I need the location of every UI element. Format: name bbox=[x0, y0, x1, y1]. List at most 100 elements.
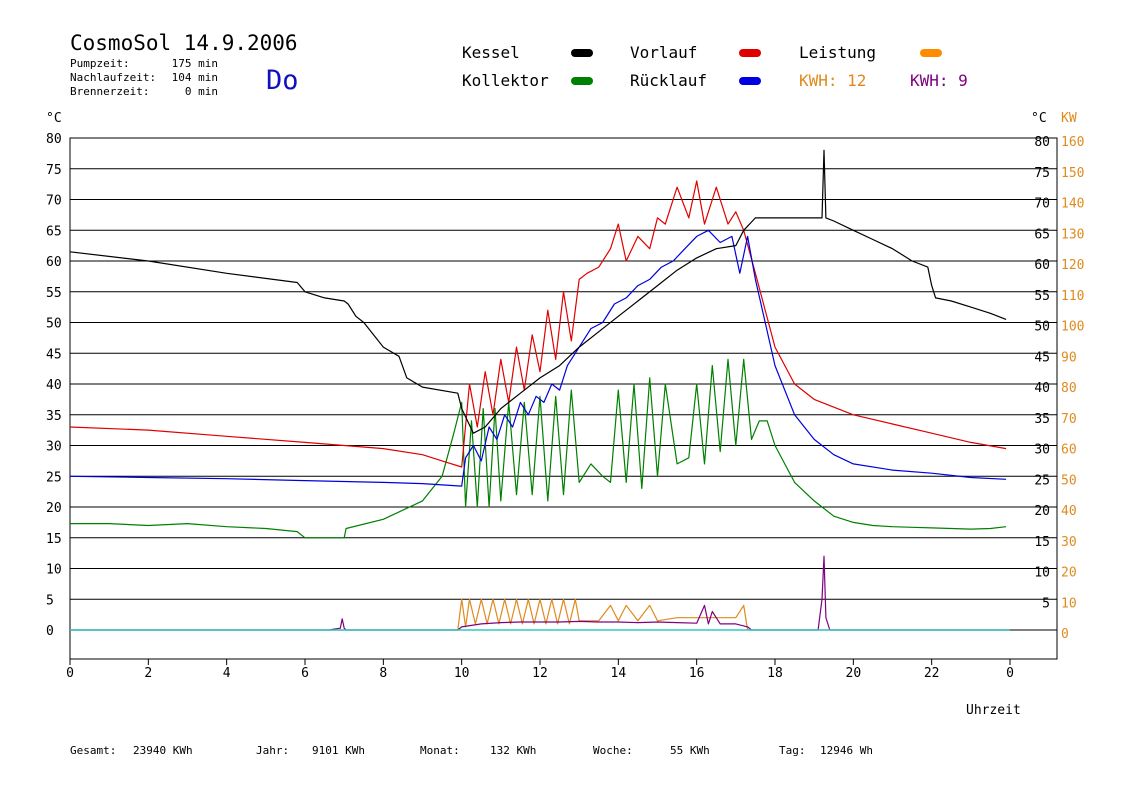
y-tick-label: 15 bbox=[46, 532, 62, 547]
kw-tick-label: 150 bbox=[1061, 166, 1084, 181]
x-tick-label: 10 bbox=[454, 666, 470, 681]
footer-value-tag: 12946 Wh bbox=[820, 744, 873, 757]
kwh-leistung: KWH: 12 bbox=[799, 71, 866, 90]
y-right-tick-label: 80 bbox=[1034, 135, 1050, 150]
kw-tick-label: 0 bbox=[1061, 627, 1069, 642]
x-axis-label: Uhrzeit bbox=[966, 703, 1021, 718]
series-layer bbox=[69, 149, 1010, 631]
runtime-block: Pumpzeit: 175 min Nachlaufzeit: 104 min … bbox=[70, 57, 218, 98]
legend-label-kessel: Kessel bbox=[462, 43, 520, 62]
kw-tick-label: 120 bbox=[1061, 258, 1084, 273]
runtime-label-brenner: Brennerzeit: bbox=[70, 85, 149, 98]
y-right-tick-label: 75 bbox=[1034, 166, 1050, 181]
x-tick-label: 20 bbox=[846, 666, 862, 681]
kw-tick-label: 30 bbox=[1061, 535, 1077, 550]
y-right-tick-label: 10 bbox=[1034, 566, 1050, 581]
kw-tick-label: 10 bbox=[1061, 596, 1077, 611]
footer-label-woche: Woche: bbox=[593, 744, 633, 757]
kw-tick-label: 50 bbox=[1061, 473, 1077, 488]
legend-swatch-kessel bbox=[571, 49, 593, 57]
y-right-tick-label: 50 bbox=[1034, 320, 1050, 335]
y-tick-label: 35 bbox=[46, 409, 62, 424]
y-tick-label: 5 bbox=[46, 593, 54, 608]
legend-swatch-vorlauf bbox=[739, 49, 761, 57]
gridlines bbox=[70, 137, 1057, 631]
footer-totals: Gesamt: 23940 KWh Jahr: 9101 KWh Monat: … bbox=[70, 744, 873, 757]
kw-tick-label: 40 bbox=[1061, 504, 1077, 519]
series-line-r-cklauf bbox=[69, 229, 1007, 487]
series-line-leistung bbox=[70, 598, 1010, 631]
series-line-kollektor bbox=[70, 358, 1007, 539]
x-tick-label: 14 bbox=[611, 666, 627, 681]
kwh-secondary: KWH: 9 bbox=[910, 71, 968, 90]
x-tick-label: 6 bbox=[301, 666, 309, 681]
kw-tick-label: 100 bbox=[1061, 320, 1084, 335]
x-tick-label: 16 bbox=[689, 666, 705, 681]
y-right-tick-label: 35 bbox=[1034, 412, 1050, 427]
kw-tick-label: 130 bbox=[1061, 227, 1084, 242]
y-right-tick-label: 60 bbox=[1034, 258, 1050, 273]
legend-swatch-leistung bbox=[920, 49, 942, 57]
runtime-label-nachlauf: Nachlaufzeit: bbox=[70, 71, 156, 84]
right-axis-unit-celsius: °C bbox=[1031, 111, 1047, 126]
footer-label-tag: Tag: bbox=[779, 744, 806, 757]
legend-label-vorlauf: Vorlauf bbox=[630, 43, 697, 62]
y-right-ticks: 5 10 15 20 25 30 35 40 45 50 55 60 65 70 75 80 0 10 20 30 40… bbox=[1034, 135, 1084, 642]
legend-label-leistung: Leistung bbox=[799, 43, 876, 62]
y-right-tick-label: 20 bbox=[1034, 504, 1050, 519]
y-tick-label: 50 bbox=[46, 317, 62, 332]
runtime-label-pump: Pumpzeit: bbox=[70, 57, 130, 70]
chart-title: CosmoSol 14.9.2006 bbox=[70, 31, 298, 55]
kw-tick-label: 140 bbox=[1061, 197, 1084, 212]
y-right-tick-label: 15 bbox=[1034, 535, 1050, 550]
y-right-tick-label: 5 bbox=[1042, 596, 1050, 611]
footer-label-monat: Monat: bbox=[420, 744, 460, 757]
y-right-tick-label: 25 bbox=[1034, 473, 1050, 488]
x-tick-label: 8 bbox=[379, 666, 387, 681]
series-line-kessel bbox=[69, 149, 1007, 434]
runtime-value-pump: 175 min bbox=[172, 57, 218, 70]
legend-swatch-ruecklauf bbox=[739, 77, 761, 85]
footer-value-jahr: 9101 KWh bbox=[312, 744, 365, 757]
legend-label-ruecklauf: Rücklauf bbox=[630, 71, 707, 90]
x-tick-label: 2 bbox=[144, 666, 152, 681]
x-tick-label: 22 bbox=[924, 666, 940, 681]
legend: Kessel Vorlauf Leistung Kollektor Rückla… bbox=[462, 43, 968, 90]
x-tick-label: 12 bbox=[532, 666, 548, 681]
y-tick-label: 70 bbox=[46, 194, 62, 209]
footer-value-gesamt: 23940 KWh bbox=[133, 744, 193, 757]
y-tick-label: 20 bbox=[46, 501, 62, 516]
kw-tick-label: 20 bbox=[1061, 566, 1077, 581]
y-right-tick-label: 40 bbox=[1034, 381, 1050, 396]
x-tick-label: 4 bbox=[223, 666, 231, 681]
weekday-label: Do bbox=[266, 65, 299, 96]
series-line-energy bbox=[70, 555, 1010, 631]
y-right-tick-label: 55 bbox=[1034, 289, 1050, 304]
kw-tick-label: 90 bbox=[1061, 350, 1077, 365]
footer-value-monat: 132 KWh bbox=[490, 744, 536, 757]
y-right-tick-label: 30 bbox=[1034, 443, 1050, 458]
x-ticks: 0 2 4 6 8 10 12 14 16 18 20 22 0 bbox=[66, 659, 1014, 681]
kw-tick-label: 160 bbox=[1061, 135, 1084, 150]
y-right-tick-label: 70 bbox=[1034, 197, 1050, 212]
y-tick-label: 30 bbox=[46, 440, 62, 455]
x-tick-label: 18 bbox=[767, 666, 783, 681]
footer-label-gesamt: Gesamt: bbox=[70, 744, 116, 757]
legend-label-kollektor: Kollektor bbox=[462, 71, 549, 90]
y-right-tick-label: 45 bbox=[1034, 350, 1050, 365]
plot-frame bbox=[69, 137, 1058, 660]
y-tick-label: 25 bbox=[46, 470, 62, 485]
y-tick-label: 45 bbox=[46, 347, 62, 362]
y-tick-label: 65 bbox=[46, 224, 62, 239]
left-axis-unit: °C bbox=[46, 111, 62, 126]
legend-swatch-kollektor bbox=[571, 77, 593, 85]
y-tick-label: 40 bbox=[46, 378, 62, 393]
x-tick-label: 0 bbox=[1006, 666, 1014, 681]
y-tick-label: 55 bbox=[46, 286, 62, 301]
y-tick-label: 60 bbox=[46, 255, 62, 270]
footer-label-jahr: Jahr: bbox=[256, 744, 289, 757]
y-right-tick-label: 65 bbox=[1034, 227, 1050, 242]
runtime-value-nachlauf: 104 min bbox=[172, 71, 218, 84]
y-tick-label: 75 bbox=[46, 163, 62, 178]
